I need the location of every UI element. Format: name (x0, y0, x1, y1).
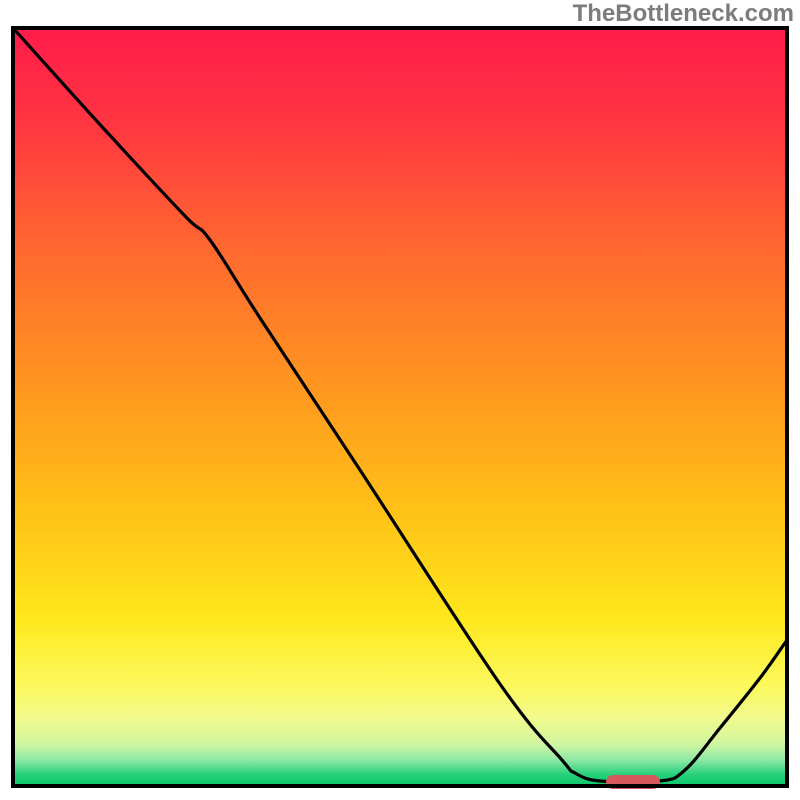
gradient-background (13, 28, 787, 786)
bottleneck-chart (0, 0, 800, 800)
watermark-text: TheBottleneck.com (573, 0, 794, 28)
